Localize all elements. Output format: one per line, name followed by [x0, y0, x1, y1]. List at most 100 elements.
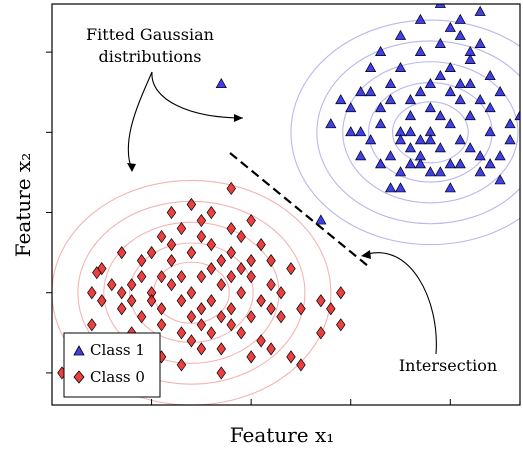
class0-point-34 [206, 326, 217, 340]
class0-point-75 [156, 270, 167, 284]
class1-point-59 [384, 94, 397, 105]
class0-point-40 [266, 342, 276, 356]
class1-point-50 [444, 158, 456, 169]
class1-point-58 [484, 102, 496, 113]
class0-point-16 [256, 294, 266, 308]
class0-point-3 [126, 294, 137, 308]
class1-point-63 [474, 150, 486, 161]
class0-point-22 [186, 246, 197, 260]
class1-point-25 [474, 37, 486, 48]
legend-label-class1: Class 1 [90, 341, 145, 359]
class0-point-19 [156, 229, 167, 244]
annotation-fitted-line1: Fitted Gaussian [86, 25, 214, 44]
class1-point-56 [434, 110, 446, 121]
intersection-boundary-line [229, 152, 369, 267]
class1-point-33 [375, 102, 387, 113]
class1-point-61 [355, 85, 367, 97]
class1-point-67 [444, 182, 456, 193]
legend-marker-class0 [73, 370, 85, 384]
class1-point-45 [474, 166, 486, 177]
class1-point-3 [365, 134, 377, 145]
class1-point-2 [355, 126, 367, 137]
class0-point-83 [246, 213, 256, 228]
class0-point-12 [216, 278, 227, 292]
class0-point-85 [296, 302, 306, 316]
class1-point-31 [454, 13, 466, 24]
class0-point-2 [116, 286, 127, 300]
class1-point-20 [464, 53, 476, 64]
class0-contour-4 [52, 179, 332, 405]
class0-point-57 [296, 358, 306, 372]
class1-point-40 [504, 118, 516, 129]
class1-point-78 [494, 85, 506, 97]
class0-point-1 [107, 278, 117, 292]
class0-point-73 [176, 270, 187, 284]
class0-point-56 [286, 350, 296, 364]
class0-point-63 [266, 254, 276, 268]
class0-point-66 [236, 229, 246, 244]
class1-point-4 [375, 118, 387, 129]
class1-contour-2 [342, 61, 519, 204]
class0-point-4 [136, 270, 147, 284]
class1-point-14 [474, 94, 486, 105]
class0-point-79 [92, 266, 102, 280]
class0-point-72 [186, 310, 197, 324]
class1-point-32 [365, 85, 377, 97]
class1-point-62 [464, 142, 476, 153]
class0-point-30 [226, 181, 236, 196]
class0-point-76 [136, 254, 147, 268]
class1-point-36 [404, 110, 417, 121]
class1-point-70 [414, 85, 427, 97]
class0-point-33 [196, 318, 207, 332]
class1-point-46 [494, 174, 506, 185]
class0-point-61 [286, 262, 296, 276]
class0-point-88 [266, 302, 276, 316]
class0-point-81 [196, 213, 207, 228]
class0-point-23 [196, 229, 207, 244]
class0-point-41 [156, 318, 167, 332]
class0-point-6 [156, 302, 167, 316]
class0-point-86 [336, 286, 346, 300]
class1-point-34 [384, 77, 397, 89]
class1-point-7 [404, 158, 417, 169]
arrowhead-intersection [361, 250, 371, 259]
class0-point-38 [246, 310, 256, 324]
class0-point-44 [116, 302, 127, 316]
class1-point-37 [424, 102, 436, 113]
class0-point-53 [196, 342, 207, 356]
class0-point-11 [206, 294, 217, 308]
class1-contour-4 [290, 19, 520, 246]
class0-point-35 [216, 342, 227, 356]
class1-point-0 [325, 118, 337, 129]
class0-point-70 [206, 262, 217, 276]
class1-point-72 [454, 77, 466, 89]
class0-point-14 [236, 286, 246, 300]
class0-point-60 [316, 294, 326, 308]
class1-point-76 [315, 214, 327, 225]
class0-point-13 [226, 302, 236, 316]
class0-point-25 [216, 254, 227, 268]
class1-point-54 [394, 182, 407, 193]
y-axis-label-text: Feature x₂ [11, 153, 35, 258]
class1-point-15 [484, 126, 496, 137]
class0-point-42 [136, 310, 147, 324]
class0-point-29 [206, 205, 217, 220]
class1-point-48 [394, 166, 407, 177]
class0-point-27 [166, 205, 177, 220]
class1-point-22 [414, 45, 427, 56]
class1-point-68 [484, 158, 496, 169]
class1-point-26 [394, 29, 407, 40]
class1-point-79 [335, 94, 347, 105]
class0-point-80 [116, 246, 127, 260]
class1-point-17 [404, 94, 417, 105]
class1-point-44 [454, 158, 466, 169]
class0-point-62 [276, 286, 286, 300]
class1-point-47 [384, 182, 397, 193]
class1-point-39 [464, 77, 476, 89]
class1-point-49 [424, 166, 436, 177]
class0-point-31 [176, 326, 187, 340]
class1-point-28 [444, 21, 456, 32]
class1-point-13 [464, 110, 476, 121]
class1-contour-3 [316, 40, 520, 225]
class1-point-74 [375, 45, 387, 56]
